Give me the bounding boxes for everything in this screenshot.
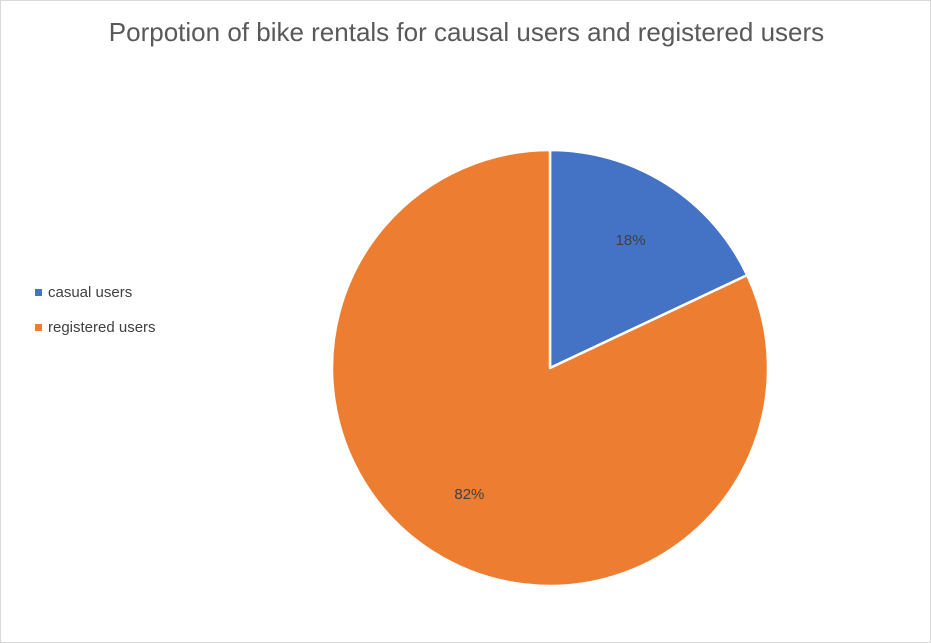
legend-swatch-registered-users	[35, 323, 42, 331]
legend: casual users registered users	[35, 281, 156, 351]
legend-label-registered-users: registered users	[48, 318, 156, 336]
legend-item-registered-users: registered users	[35, 316, 156, 338]
data-label-registered-users: 82%	[454, 486, 484, 503]
chart-title: Porpotion of bike rentals for causal use…	[108, 17, 825, 47]
legend-item-casual-users: casual users	[35, 281, 156, 303]
legend-swatch-casual-users	[35, 288, 42, 296]
legend-label-casual-users: casual users	[48, 283, 133, 301]
pie-slice-casual-users	[548, 148, 749, 370]
data-label-casual-users: 18%	[616, 232, 646, 249]
pie-slice-registered-users	[330, 148, 770, 588]
